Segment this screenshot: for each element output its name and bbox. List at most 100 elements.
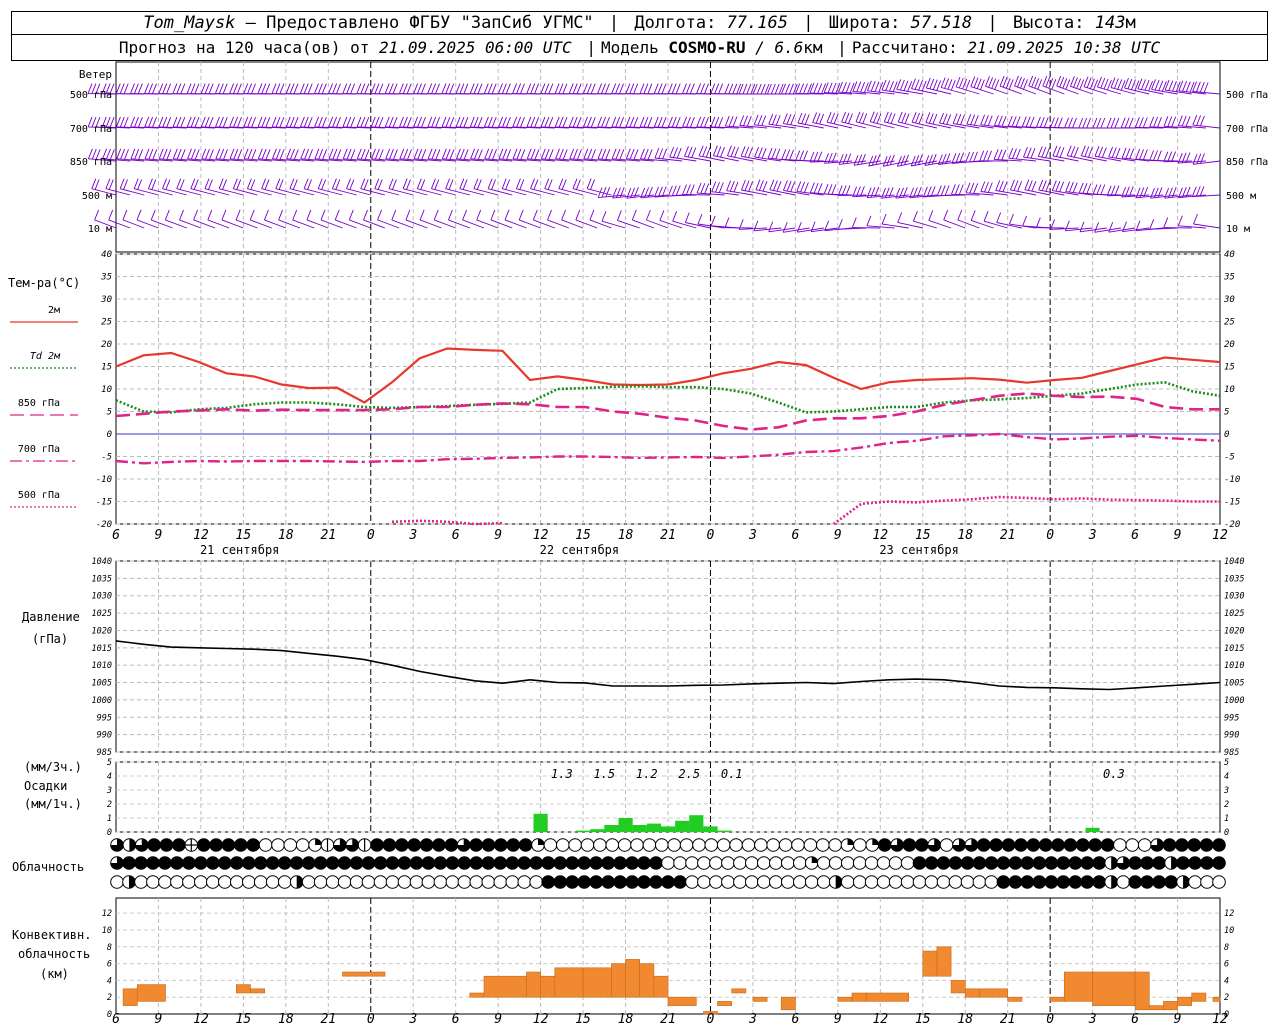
- y-tick-label: -10: [96, 475, 112, 485]
- cloud-full: [1212, 838, 1226, 852]
- wind-barb-shaft: [682, 194, 711, 196]
- wind-barb-feather: [534, 149, 540, 160]
- cloud-symbol: [1212, 856, 1226, 870]
- cloud-outline: [580, 838, 595, 852]
- wind-barb-feather: [548, 83, 554, 94]
- wind-barb-feather: [445, 178, 451, 189]
- wind-barb-feather: [502, 148, 508, 160]
- wind-barb-feather: [285, 83, 291, 94]
- wind-barb-shaft: [272, 126, 301, 129]
- wind-barb-shaft: [852, 90, 881, 95]
- cloud-full: [313, 856, 328, 870]
- cloud-full: [370, 838, 384, 852]
- wind-barb-feather: [842, 153, 848, 165]
- cloud-outline: [840, 875, 855, 889]
- wind-barb-feather: [186, 83, 192, 94]
- wind-barb-feather: [676, 147, 682, 159]
- wind-barb-feather: [332, 116, 338, 128]
- wind-barb-feather: [483, 83, 489, 94]
- cloud-outline: [642, 838, 657, 852]
- cloud-symbol: [1068, 856, 1083, 870]
- wind-barb-feather: [271, 83, 277, 94]
- hour-label-bottom: 3: [748, 1012, 757, 1024]
- wind-barb-feather: [392, 117, 398, 128]
- wind-barb: [1178, 80, 1206, 95]
- wind-barb-feather: [1051, 79, 1057, 90]
- wind-barb-feather: [243, 148, 249, 159]
- wind-barb-feather: [303, 178, 309, 189]
- wind-barb-feather: [555, 148, 560, 159]
- wind-barb: [812, 112, 838, 129]
- cloud-outline: [655, 838, 669, 852]
- lat-label: Широта:: [828, 13, 901, 33]
- wind-barb-feather: [247, 148, 253, 160]
- wind-barb-feather: [844, 112, 850, 123]
- wind-barb-feather: [350, 149, 356, 160]
- wind-barb-feather: [849, 82, 855, 94]
- wind-barb: [767, 147, 796, 162]
- cloud-full: [1140, 875, 1154, 889]
- wind-barb: [659, 210, 683, 229]
- wind-barb-feather: [289, 148, 295, 160]
- wind-barb-feather: [657, 116, 663, 128]
- alt-label: Высота:: [1012, 13, 1085, 33]
- wind-barb: [1007, 115, 1037, 129]
- wind-barb-feather: [744, 180, 750, 191]
- wind-barb-feather: [190, 178, 196, 189]
- wind-barb-feather: [275, 116, 281, 128]
- cloud-half: [1171, 856, 1178, 870]
- wind-barb-feather: [729, 181, 735, 192]
- y-tick-label-right: -10: [1224, 475, 1240, 485]
- wind-barb-feather: [658, 148, 664, 159]
- wind-barb: [1110, 77, 1136, 95]
- cloud-quarter: [847, 838, 854, 845]
- wind-barb: [1008, 148, 1037, 162]
- wind-barb-feather: [911, 78, 916, 89]
- cloud-symbol: [890, 838, 904, 852]
- cloud-half: [1183, 875, 1190, 889]
- wind-barb-feather: [512, 148, 518, 159]
- wind-barb-feather: [732, 116, 738, 127]
- wind-barb: [487, 178, 513, 196]
- wind-barb-feather: [363, 209, 368, 221]
- wind-barb: [246, 178, 272, 196]
- precip-3h-label: 0.1: [721, 767, 743, 781]
- wind-barb: [881, 187, 909, 199]
- wind-barb-feather: [1115, 147, 1121, 159]
- wind-barb-shaft: [937, 194, 966, 197]
- wind-barb-feather: [969, 151, 975, 163]
- wind-barb: [526, 116, 555, 129]
- cloud-symbol: [409, 856, 424, 870]
- wind-barb: [190, 178, 216, 196]
- wind-barb-feather: [137, 179, 143, 190]
- cloud-symbol: [506, 838, 521, 852]
- wind-barb-shaft: [884, 121, 909, 129]
- wind-barb-feather: [643, 116, 649, 128]
- wind-barb-feather: [659, 210, 665, 221]
- wind-barb-feather: [562, 149, 568, 160]
- cloud-full: [469, 856, 484, 870]
- wind-barb-feather: [391, 179, 397, 190]
- wind-barb-feather: [445, 116, 451, 128]
- wind-barb-feather: [87, 116, 93, 128]
- cloud-symbol: [939, 838, 954, 852]
- wind-barb-feather: [752, 83, 758, 95]
- cloud-symbol: [325, 856, 340, 870]
- cloud-outline: [791, 838, 805, 852]
- y-tick-label: 10: [102, 926, 112, 936]
- wind-barb: [740, 146, 768, 162]
- wind-barb-feather: [1185, 152, 1191, 163]
- cloud-symbol: [589, 875, 603, 889]
- wind-barb-feather: [1148, 80, 1154, 92]
- wind-barb-feather: [728, 116, 734, 127]
- hour-label: 6: [452, 528, 460, 543]
- wind-barb: [1051, 180, 1079, 196]
- cloud-symbol: [246, 838, 260, 852]
- wind-barb-feather: [419, 209, 425, 221]
- wind-barb-shaft: [727, 155, 753, 162]
- cloud-symbol: [1014, 838, 1028, 852]
- y-tick-label: 6: [107, 960, 112, 970]
- wind-barb: [910, 154, 937, 167]
- wind-barb: [983, 211, 1008, 229]
- lon-value: 77.165: [726, 13, 788, 33]
